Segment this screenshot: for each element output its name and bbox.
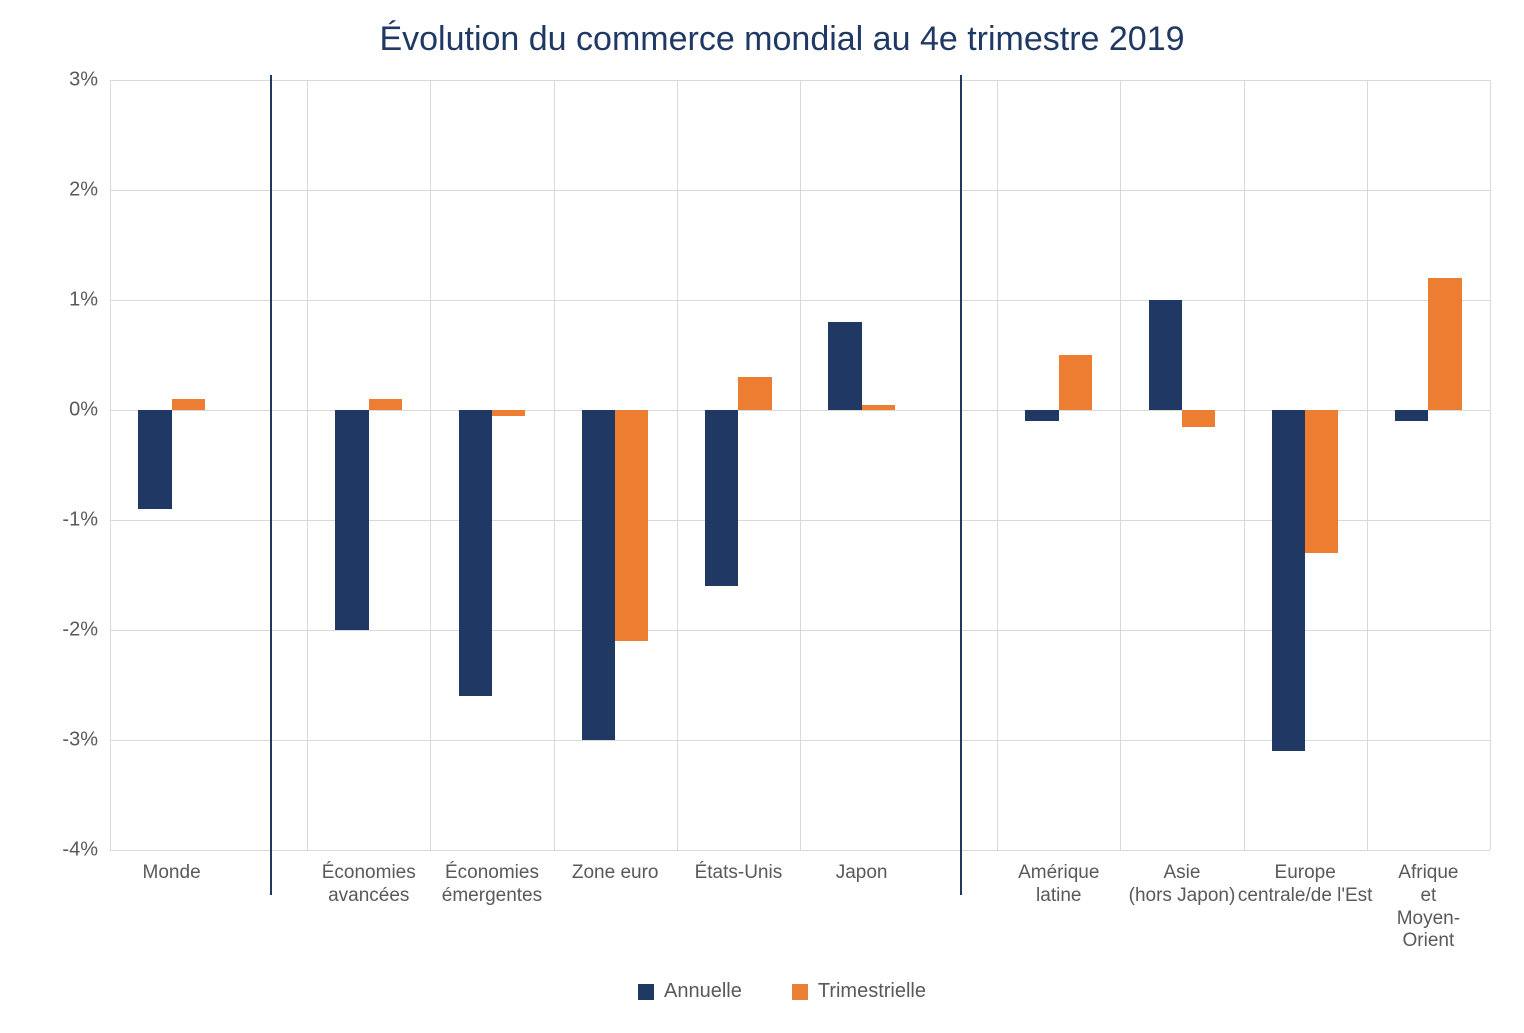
legend: Annuelle Trimestrielle [20, 980, 1524, 1003]
y-tick-label: -3% [62, 729, 110, 752]
y-tick-label: 1% [69, 289, 110, 312]
x-tick-label: Afrique et Moyen-Orient [1397, 850, 1460, 953]
plot-area: 3%2%1%0%-1%-2%-3%-4%MondeÉconomies avanc… [110, 80, 1490, 850]
bar [138, 410, 171, 509]
bar [615, 410, 648, 641]
gridline-v [1367, 80, 1368, 850]
bar [828, 322, 861, 410]
bar [369, 399, 402, 410]
legend-item: Annuelle [638, 980, 742, 1003]
gridline-v [997, 80, 998, 850]
x-tick-label: Europe centrale/de l'Est [1238, 850, 1373, 908]
bar [1305, 410, 1338, 553]
legend-swatch [792, 984, 808, 1000]
bar [492, 410, 525, 416]
gridline-v [1120, 80, 1121, 850]
gridline-v [110, 80, 111, 850]
gridline-v [1244, 80, 1245, 850]
legend-swatch [638, 984, 654, 1000]
y-tick-label: 2% [69, 179, 110, 202]
gridline-v [430, 80, 431, 850]
bar [1059, 355, 1092, 410]
gridline-v [677, 80, 678, 850]
y-tick-label: 0% [69, 399, 110, 422]
x-tick-label: Japon [836, 850, 888, 885]
legend-item: Trimestrielle [792, 980, 926, 1003]
bar [1428, 278, 1461, 410]
y-tick-label: -1% [62, 509, 110, 532]
y-tick-label: -2% [62, 619, 110, 642]
x-tick-label: Amérique latine [1018, 850, 1099, 908]
gridline-v [1490, 80, 1491, 850]
y-tick-label: -4% [62, 839, 110, 862]
chart-container: Évolution du commerce mondial au 4e trim… [20, 20, 1524, 1013]
bar [1025, 410, 1058, 421]
x-tick-label: Asie (hors Japon) [1129, 850, 1236, 908]
bar [1272, 410, 1305, 751]
x-tick-label: États-Unis [695, 850, 783, 885]
group-separator [960, 75, 962, 895]
chart-title: Évolution du commerce mondial au 4e trim… [20, 20, 1524, 59]
y-tick-label: 3% [69, 69, 110, 92]
legend-label: Trimestrielle [818, 980, 926, 1003]
x-tick-label: Économies avancées [322, 850, 416, 908]
gridline-v [554, 80, 555, 850]
bar [1182, 410, 1215, 427]
bar [1149, 300, 1182, 410]
x-tick-label: Monde [143, 850, 201, 885]
x-tick-label: Zone euro [572, 850, 659, 885]
bar [335, 410, 368, 630]
gridline-v [800, 80, 801, 850]
bar [862, 405, 895, 411]
bar [172, 399, 205, 410]
group-separator [270, 75, 272, 895]
bar [459, 410, 492, 696]
gridline-v [307, 80, 308, 850]
legend-label: Annuelle [664, 980, 742, 1003]
bar [705, 410, 738, 586]
x-tick-label: Économies émergentes [442, 850, 542, 908]
bar [582, 410, 615, 740]
bar [738, 377, 771, 410]
bar [1395, 410, 1428, 421]
